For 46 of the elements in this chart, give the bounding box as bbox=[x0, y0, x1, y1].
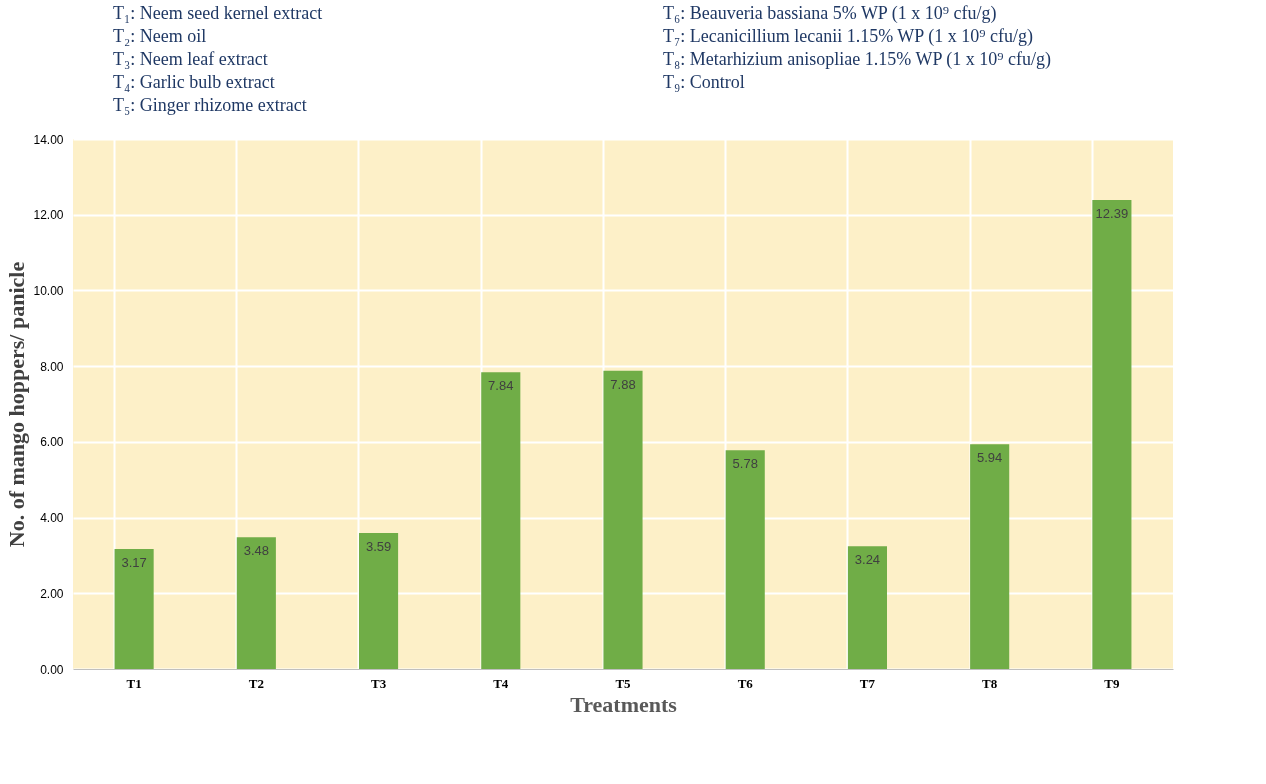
bar bbox=[481, 372, 521, 669]
y-tick-label: 6.00 bbox=[40, 435, 64, 450]
x-tick-label: T4 bbox=[493, 675, 509, 691]
text: T₄: Garlic bulb extract bbox=[113, 72, 275, 92]
text: T₆: Beauveria bassiana 5% WP (1 x 10⁹ cfu/g) bbox=[663, 3, 997, 24]
data-label: 3.59 bbox=[365, 539, 392, 555]
text: T₁: Neem seed kernel extract bbox=[113, 3, 323, 23]
y-tick-label: 2.00 bbox=[40, 586, 64, 601]
text: T₉: Control bbox=[663, 72, 745, 92]
x-tick-label: T3 bbox=[370, 675, 387, 691]
x-tick-label: T8 bbox=[982, 675, 998, 691]
data-label: 7.88 bbox=[610, 376, 636, 392]
y-tick-label: 12.00 bbox=[33, 208, 64, 223]
bar bbox=[359, 533, 399, 669]
x-tick-label: T7 bbox=[859, 675, 876, 691]
y-tick-label: 0.00 bbox=[40, 662, 64, 677]
bar bbox=[603, 370, 643, 669]
x-tick-label: T9 bbox=[1104, 675, 1120, 691]
bar bbox=[114, 548, 154, 669]
x-tick-label: T5 bbox=[615, 675, 632, 691]
y-tick-label: 14.00 bbox=[33, 132, 64, 147]
bar bbox=[847, 546, 887, 669]
bar bbox=[236, 537, 276, 669]
data-label: 7.84 bbox=[488, 378, 514, 394]
y-tick-label: 8.00 bbox=[40, 359, 64, 374]
y-tick-label: 4.00 bbox=[40, 511, 64, 526]
data-label: 5.78 bbox=[732, 456, 758, 472]
data-label: 12.39 bbox=[1095, 205, 1129, 221]
data-label: 5.94 bbox=[977, 450, 1003, 466]
data-label: 3.24 bbox=[854, 552, 881, 568]
text: T₂: Neem oil bbox=[113, 26, 207, 46]
bar bbox=[1092, 199, 1132, 669]
text: T₈: Metarhizium anisopliae 1.15% WP (1 x 10⁹ cfu/g) bbox=[663, 49, 1051, 70]
data-label: 3.48 bbox=[243, 543, 269, 559]
x-tick-label: T2 bbox=[248, 675, 264, 691]
x-axis-title: Treatments bbox=[570, 691, 678, 717]
x-tick-label: T1 bbox=[126, 675, 142, 691]
y-axis-title: No. of mango hoppers/ panicle bbox=[4, 261, 30, 548]
bar bbox=[725, 450, 765, 669]
text: T₅: Ginger rhizome extract bbox=[113, 95, 307, 115]
x-tick-label: T6 bbox=[737, 675, 754, 691]
bar bbox=[970, 444, 1010, 669]
text: T₃: Neem leaf extract bbox=[113, 49, 268, 69]
data-label: 3.17 bbox=[121, 554, 147, 570]
text: T₇: Lecanicillium lecanii 1.15% WP (1 x 10⁹ cfu/g) bbox=[663, 26, 1033, 47]
y-tick-label: 10.00 bbox=[33, 283, 64, 298]
